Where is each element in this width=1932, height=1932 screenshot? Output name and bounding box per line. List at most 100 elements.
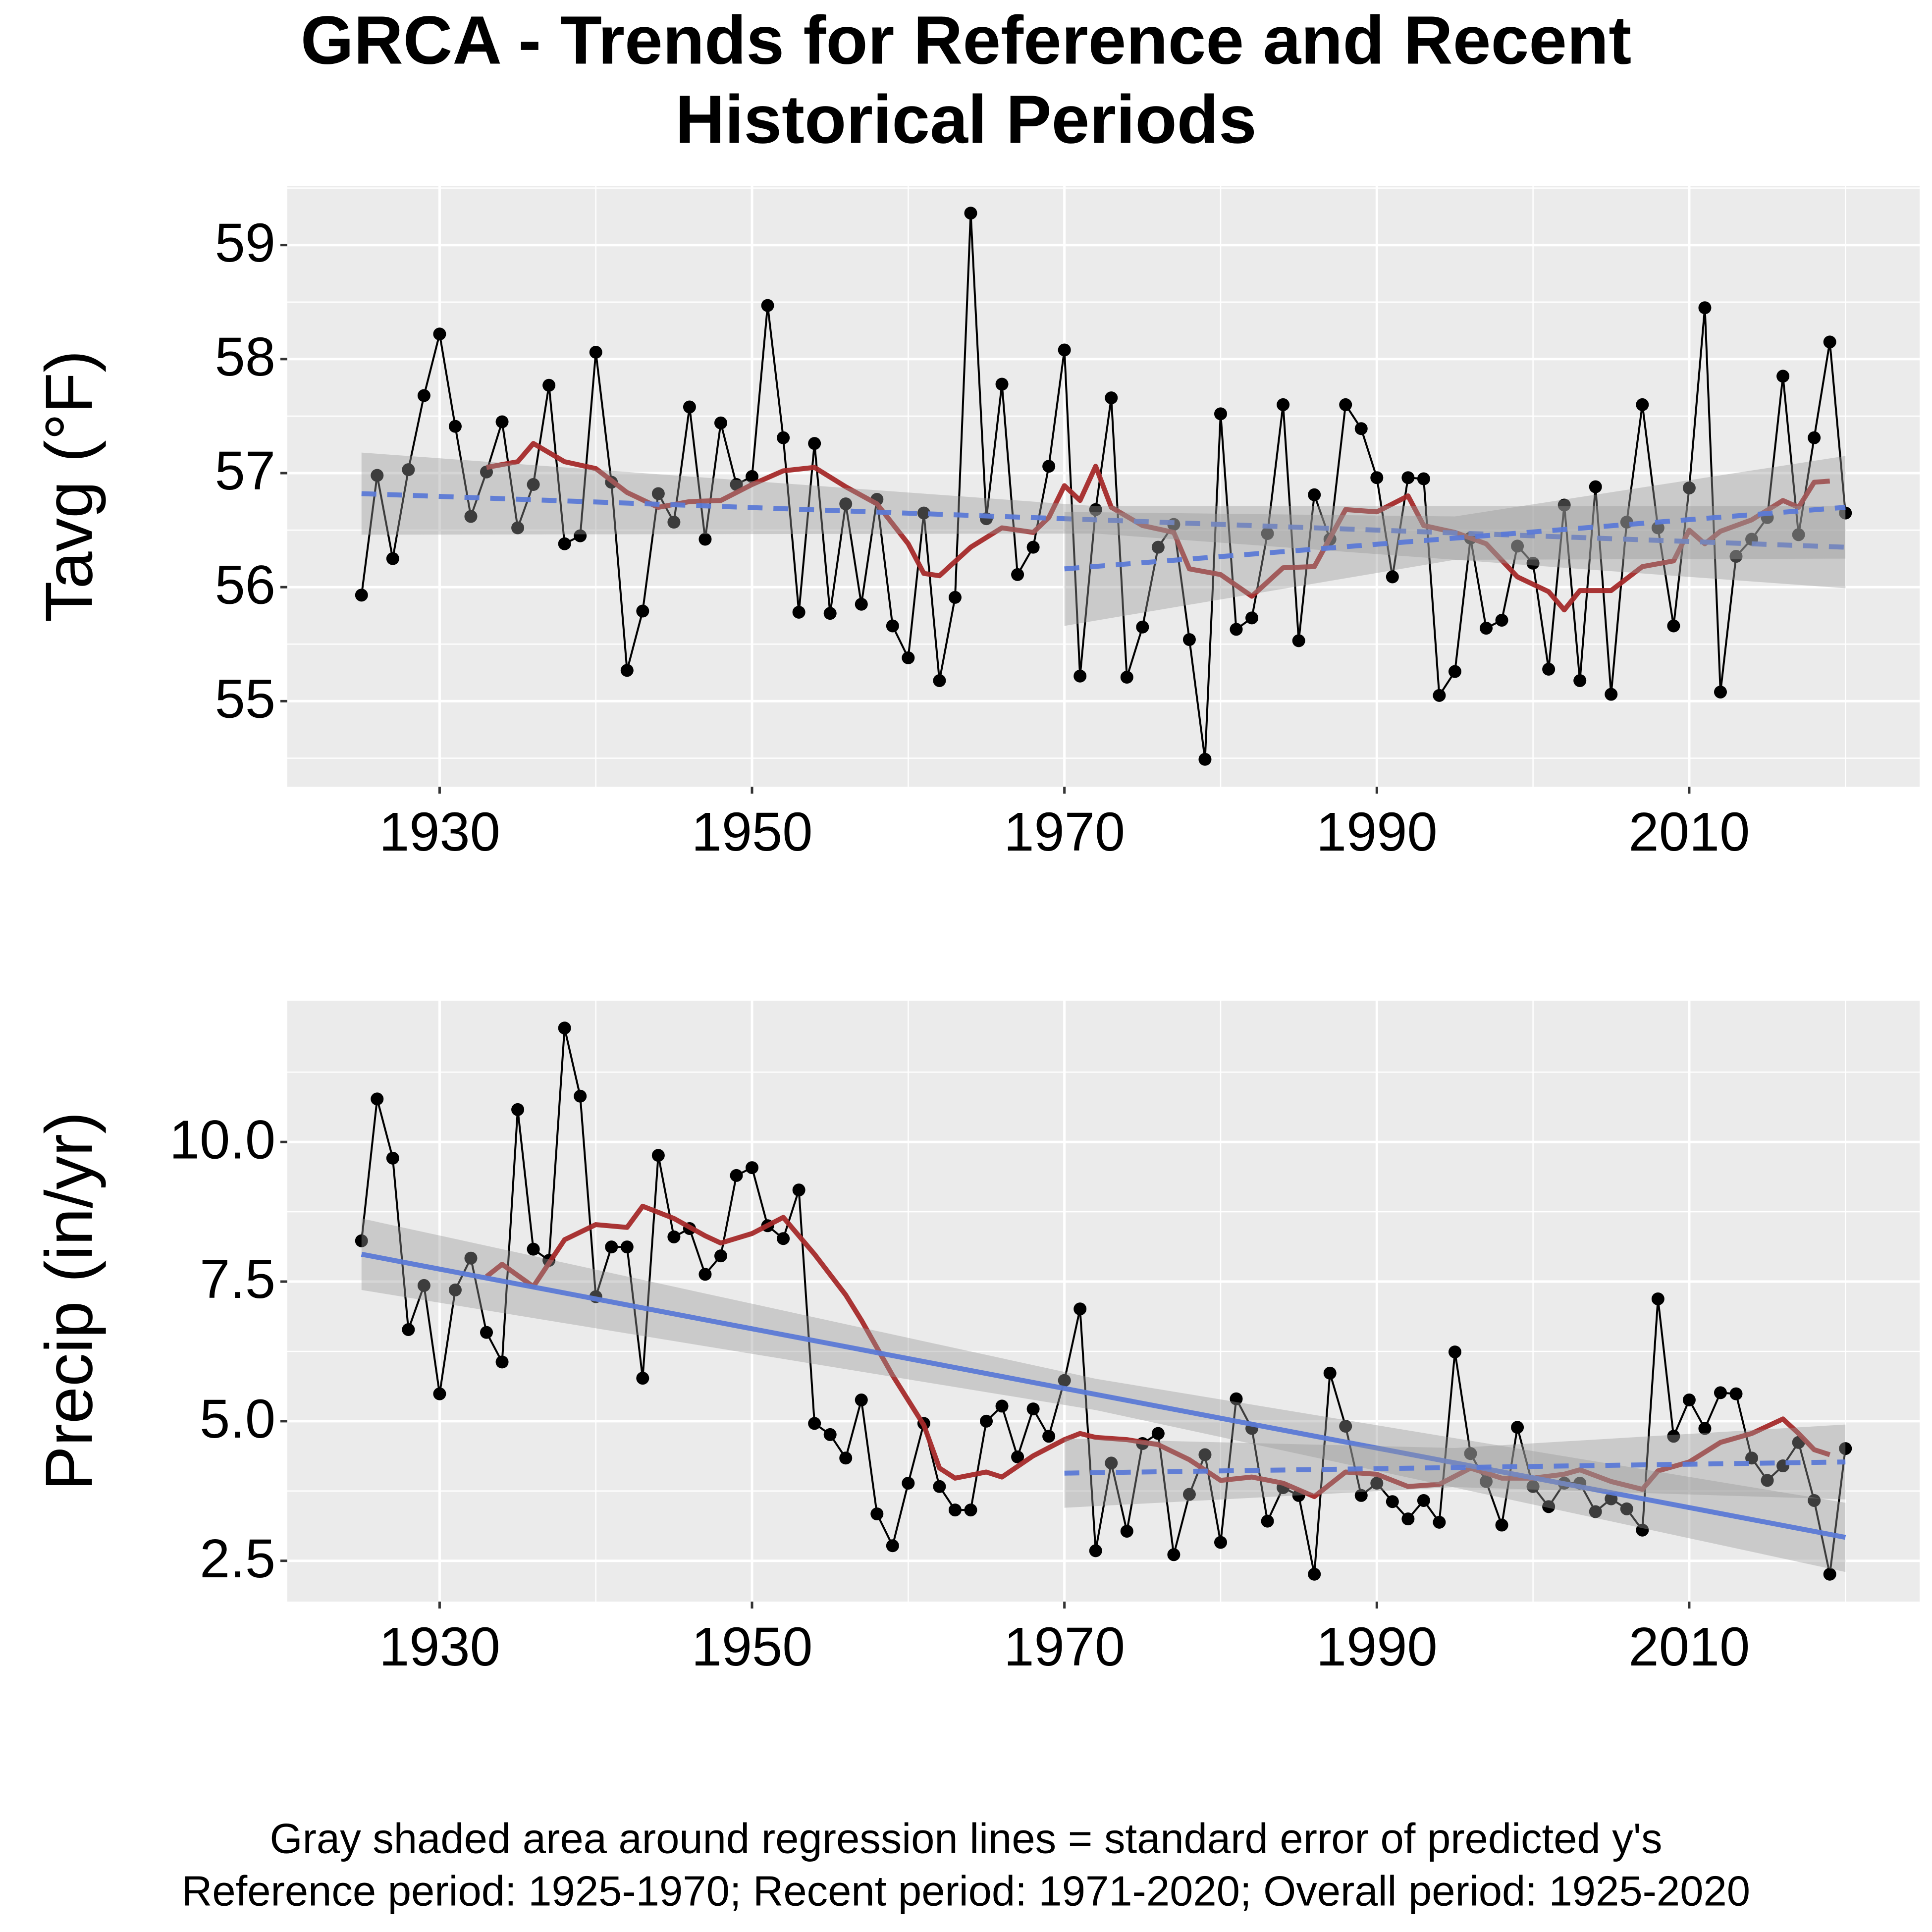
- y-tick-label: 2.5: [200, 1528, 275, 1589]
- regression-line: [361, 491, 1846, 550]
- data-point: [1823, 335, 1836, 349]
- data-point: [808, 437, 821, 450]
- y-tick-label: 5.0: [200, 1389, 275, 1449]
- data-point: [495, 415, 509, 429]
- data-point: [651, 1149, 665, 1162]
- data-point: [1823, 1567, 1836, 1581]
- data-point: [1245, 611, 1259, 625]
- data-point: [1182, 633, 1196, 646]
- data-point: [714, 416, 727, 429]
- data-point: [574, 529, 587, 542]
- data-point: [1026, 540, 1040, 554]
- data-point: [667, 1230, 681, 1243]
- data-point: [730, 478, 743, 491]
- data-point: [1308, 488, 1321, 501]
- data-point: [964, 207, 977, 220]
- data-point: [1464, 1447, 1477, 1460]
- data-point: [1261, 527, 1274, 540]
- chart-title: Historical Periods: [675, 81, 1256, 158]
- data-point: [1011, 568, 1024, 581]
- data-point: [1433, 1515, 1446, 1529]
- data-point: [620, 664, 634, 677]
- data-point: [1714, 685, 1727, 698]
- data-point: [1339, 1420, 1352, 1433]
- data-point: [1480, 622, 1493, 635]
- data-point: [1354, 1489, 1368, 1502]
- data-point: [746, 1161, 759, 1175]
- data-point: [1448, 665, 1461, 678]
- data-point: [1526, 556, 1540, 570]
- data-point: [1151, 540, 1165, 554]
- data-point: [1605, 688, 1618, 701]
- data-point: [1729, 550, 1743, 563]
- data-point: [1667, 619, 1680, 633]
- data-point: [371, 469, 384, 482]
- data-point: [1370, 1477, 1384, 1490]
- data-point: [355, 1234, 368, 1247]
- data-point: [870, 1507, 884, 1521]
- data-point: [964, 1503, 977, 1517]
- x-tick-label: 1930: [379, 1616, 500, 1677]
- data-point: [698, 1268, 712, 1281]
- data-point: [1839, 1442, 1852, 1455]
- data-point: [402, 463, 415, 477]
- data-point: [1636, 1523, 1649, 1537]
- data-point: [1073, 669, 1087, 683]
- data-point: [1136, 620, 1149, 634]
- data-point: [823, 1428, 837, 1441]
- error-band: [1064, 456, 1846, 626]
- data-point: [792, 1183, 805, 1197]
- data-point: [808, 1417, 821, 1430]
- x-tick-label: 2010: [1629, 802, 1750, 862]
- data-point: [1089, 503, 1102, 516]
- data-point: [1230, 1392, 1243, 1405]
- data-point: [1214, 407, 1227, 421]
- data-point: [1698, 1422, 1712, 1435]
- data-point: [1542, 1500, 1556, 1513]
- data-point: [558, 537, 571, 550]
- data-point: [417, 389, 430, 402]
- data-point: [698, 533, 712, 546]
- data-point: [886, 1539, 899, 1553]
- data-point: [448, 420, 462, 433]
- data-point: [1542, 662, 1556, 676]
- data-point: [714, 1249, 727, 1263]
- data-point: [902, 651, 915, 664]
- data-point: [605, 1240, 618, 1254]
- data-point: [527, 478, 540, 491]
- data-line: [360, 212, 1847, 760]
- y-axis-title: Tavg (°F): [32, 350, 107, 622]
- data-point: [1682, 481, 1696, 494]
- y-tick-label: 7.5: [200, 1249, 275, 1310]
- error-band: [361, 452, 1846, 589]
- data-point: [1495, 1518, 1508, 1532]
- data-point: [1682, 1394, 1696, 1407]
- x-tick-label: 1930: [379, 802, 500, 862]
- data-point: [1339, 398, 1352, 411]
- data-point: [1182, 1488, 1196, 1501]
- data-point: [371, 1092, 384, 1106]
- data-point: [1198, 752, 1212, 766]
- data-point: [558, 1021, 571, 1035]
- data-point: [511, 1103, 525, 1116]
- y-tick-label: 10.0: [169, 1109, 275, 1170]
- data-point: [1511, 1421, 1524, 1434]
- y-tick-label: 59: [215, 213, 275, 273]
- data-point: [1042, 1430, 1056, 1443]
- data-point: [730, 1169, 743, 1182]
- data-point: [1214, 1536, 1227, 1549]
- data-point: [1354, 422, 1368, 435]
- data-point: [1557, 498, 1571, 512]
- data-point: [1698, 301, 1712, 315]
- data-point: [917, 506, 930, 520]
- data-point: [386, 1151, 399, 1165]
- x-tick-label: 1990: [1316, 802, 1438, 862]
- data-point: [386, 552, 399, 565]
- data-point: [1636, 398, 1649, 411]
- data-point: [667, 516, 681, 529]
- data-point: [1511, 539, 1524, 553]
- data-point: [1651, 521, 1664, 535]
- data-point: [1277, 398, 1290, 411]
- data-point: [886, 619, 899, 633]
- data-point: [683, 400, 696, 414]
